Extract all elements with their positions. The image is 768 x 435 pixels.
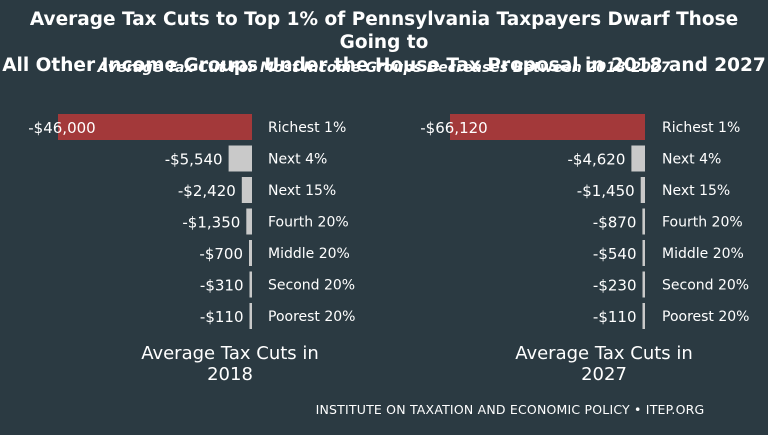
bar-next-15-: [640, 177, 645, 203]
value-label: -$230: [593, 277, 637, 295]
x-axis-label-line-2: 2027: [581, 364, 627, 385]
value-label: -$110: [593, 308, 637, 326]
bar-next-15-: [241, 177, 252, 203]
chart-2018: -$46,000 Richest 1% -$5,540 Next 4% -$2,420 N…: [0, 108, 384, 398]
bar-middle-20-: [642, 240, 645, 266]
x-axis-label-2018: Average Tax Cuts in 2018: [120, 343, 340, 385]
category-label: Second 20%: [662, 278, 749, 294]
bar-next-4-: [228, 145, 252, 172]
category-label: Next 4%: [662, 152, 721, 168]
category-label: Next 15%: [662, 183, 730, 199]
bar-richest-1-: [450, 114, 645, 140]
x-axis-label-line-1: Average Tax Cuts in: [141, 343, 319, 364]
bar-poorest-20-: [249, 303, 252, 329]
value-label: -$110: [200, 308, 244, 326]
chart-title: Average Tax Cuts to Top 1% of Pennsylvan…: [0, 8, 768, 77]
value-label: -$540: [593, 245, 637, 263]
category-label: Fourth 20%: [268, 215, 349, 231]
x-axis-label-2027: Average Tax Cuts in 2027: [494, 343, 714, 385]
bar-fourth-20-: [246, 208, 252, 235]
bar-poorest-20-: [642, 303, 645, 329]
bar-next-4-: [631, 145, 645, 172]
category-label: Next 4%: [268, 152, 327, 168]
value-label: -$1,450: [577, 182, 635, 200]
value-label: -$870: [593, 214, 637, 232]
value-label: -$1,350: [182, 214, 240, 232]
value-label: -$5,540: [165, 151, 223, 169]
value-label: -$4,620: [567, 151, 625, 169]
x-axis-label-line-2: 2018: [207, 364, 253, 385]
bar-chart-2018-svg: -$46,000 Richest 1% -$5,540 Next 4% -$2,420 N…: [28, 114, 356, 329]
value-label: -$700: [199, 245, 243, 263]
bar-second-20-: [249, 271, 252, 298]
bar-middle-20-: [249, 240, 252, 266]
chart-subtitle: Average Tax Cut For Most Income Groups D…: [97, 60, 671, 76]
x-axis-label-line-1: Average Tax Cuts in: [515, 343, 693, 364]
bar-fourth-20-: [642, 208, 645, 235]
category-label: Next 15%: [268, 183, 336, 199]
category-label: Richest 1%: [662, 120, 740, 136]
category-label: Richest 1%: [268, 120, 346, 136]
source-footer: INSTITUTE ON TAXATION AND ECONOMIC POLIC…: [315, 402, 705, 417]
category-label: Middle 20%: [268, 246, 350, 262]
chart-2027: -$66,120 Richest 1% -$4,620 Next 4% -$1,450 N…: [384, 108, 768, 398]
bar-second-20-: [642, 271, 645, 298]
bar-chart-2027-svg: -$66,120 Richest 1% -$4,620 Next 4% -$1,450 N…: [420, 114, 750, 329]
value-label: -$66,120: [420, 119, 487, 137]
category-label: Poorest 20%: [268, 309, 356, 325]
value-label: -$2,420: [178, 182, 236, 200]
bar-richest-1-: [58, 114, 252, 140]
value-label: -$310: [200, 277, 244, 295]
category-label: Fourth 20%: [662, 215, 743, 231]
value-label: -$46,000: [28, 119, 95, 137]
category-label: Poorest 20%: [662, 309, 750, 325]
title-line-2: All Other Income Groups Under the House …: [2, 55, 766, 76]
title-line-1: Average Tax Cuts to Top 1% of Pennsylvan…: [29, 9, 739, 53]
category-label: Middle 20%: [662, 246, 744, 262]
category-label: Second 20%: [268, 278, 355, 294]
